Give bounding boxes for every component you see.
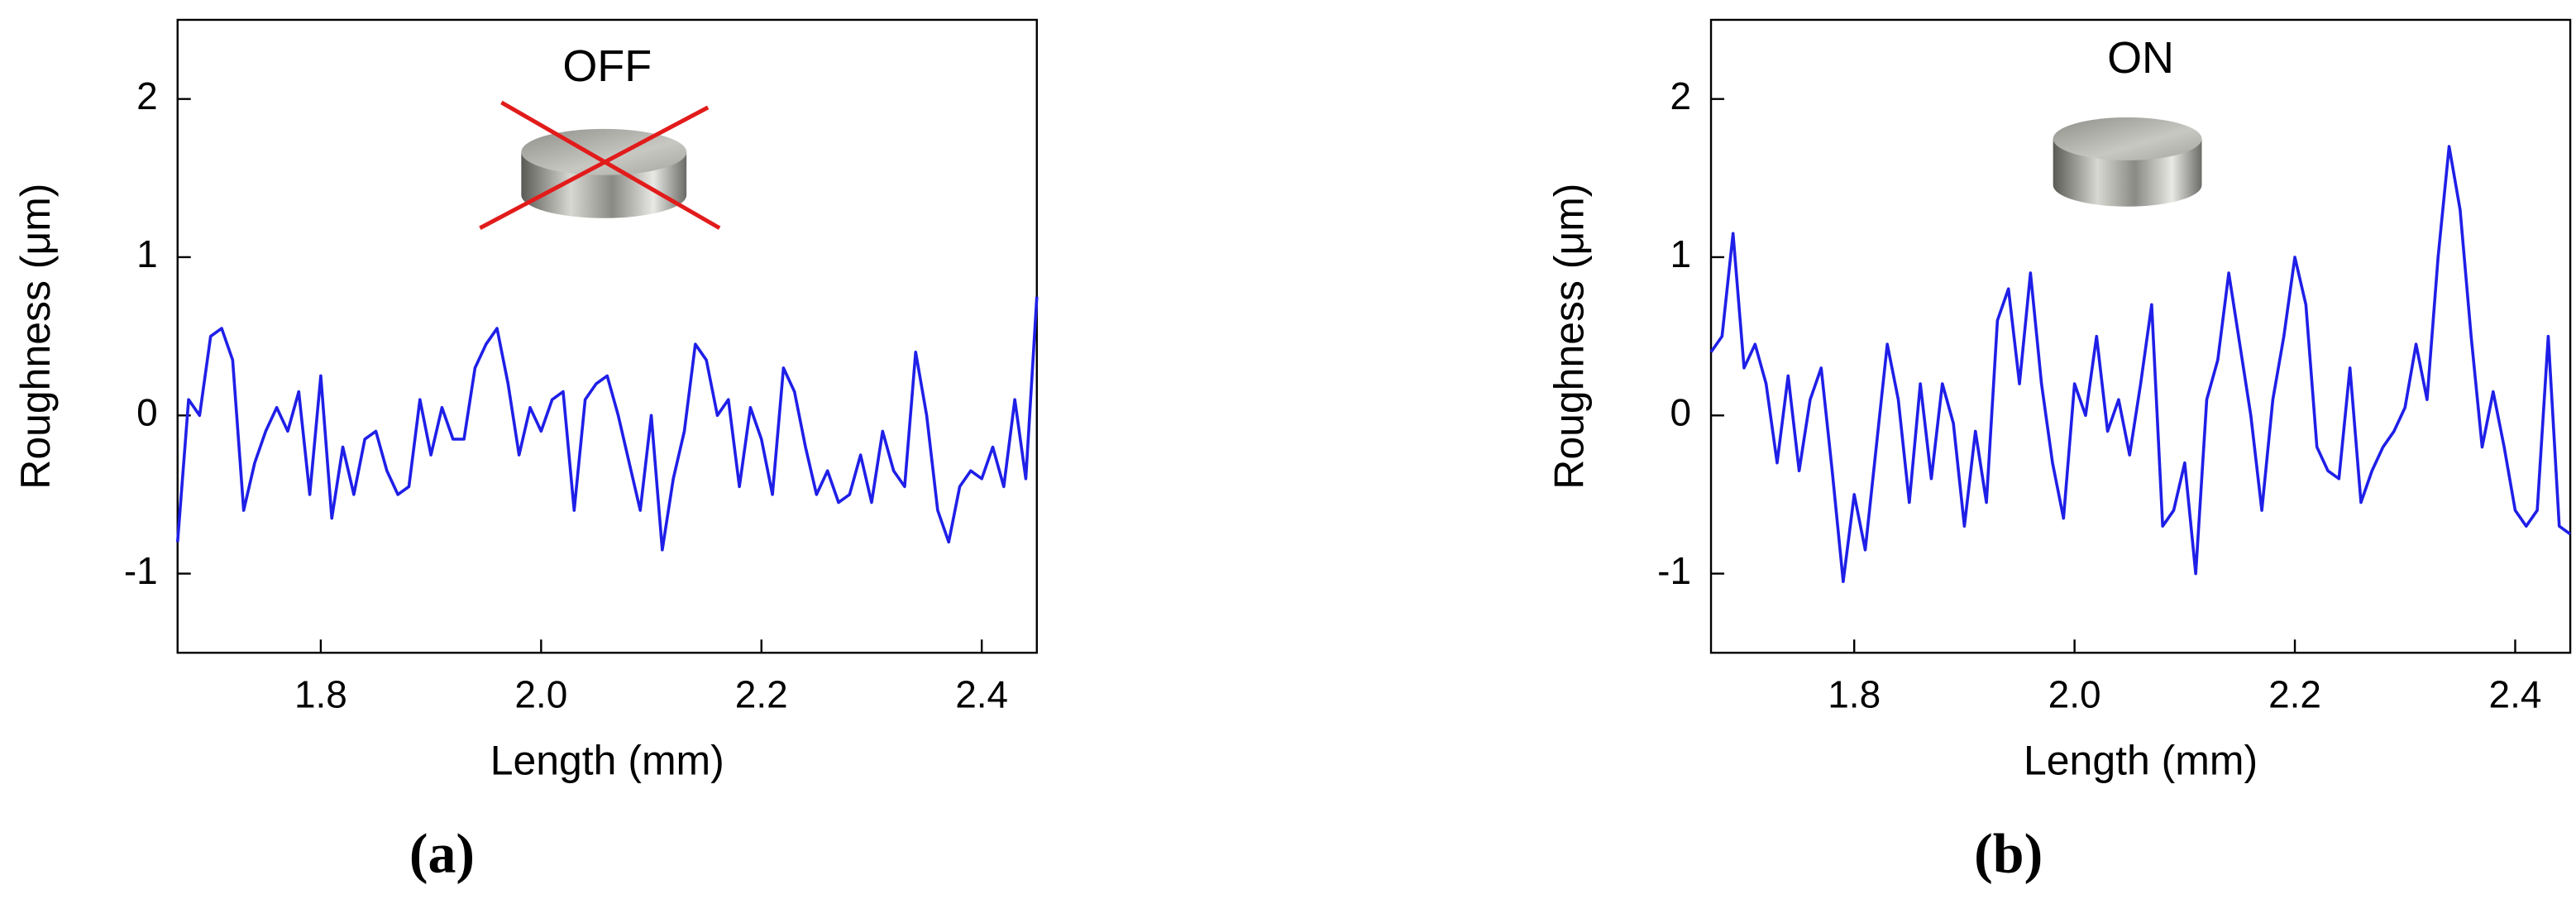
y-tick-label: 0 [1670,390,1691,433]
x-tick-label: 2.4 [2489,672,2542,715]
x-tick-label: 2.0 [514,672,567,715]
roughness-line [1709,145,2572,583]
roughness-line [175,296,1039,552]
caption: (a) [409,822,475,885]
x-axis-label: Length (mm) [490,737,724,783]
y-tick-label: -1 [1657,549,1691,592]
x-tick-label: 1.8 [1828,672,1881,715]
x-tick-label: 2.4 [955,672,1008,715]
y-tick-label: 1 [1670,232,1691,275]
annotation: OFF [562,41,652,91]
y-axis-label: Roughness (μm) [1546,184,1592,490]
x-tick-label: 2.2 [2268,672,2321,715]
plot-frame [176,18,1038,654]
y-tick-label: 1 [136,232,158,275]
caption: (b) [1974,822,2043,885]
y-tick-label: 2 [136,74,158,117]
y-tick-label: 0 [136,390,158,433]
magnet-off [479,100,721,230]
x-tick-label: 2.2 [735,672,788,715]
y-axis-label: Roughness (μm) [12,184,59,490]
plot-frame [1709,18,2572,654]
x-tick-label: 2.0 [2048,672,2101,715]
y-tick-label: 2 [1670,74,1691,117]
y-tick-label: -1 [124,549,158,592]
x-axis-label: Length (mm) [2024,737,2258,783]
annotation: ON [2107,33,2174,83]
x-tick-label: 1.8 [294,672,347,715]
magnet-on [2053,117,2202,207]
